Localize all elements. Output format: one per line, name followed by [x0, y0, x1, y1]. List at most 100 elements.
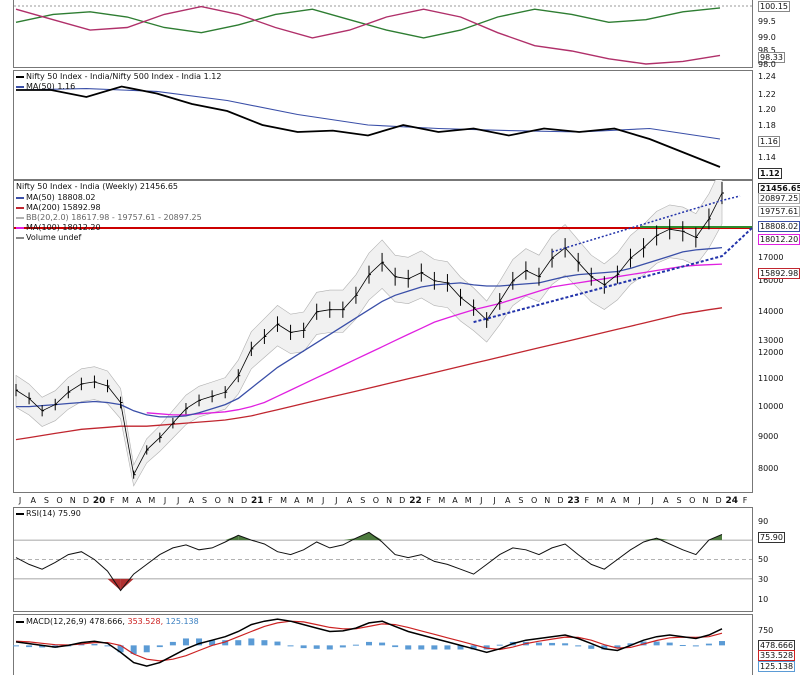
macd-hist-value: 125.138: [165, 617, 199, 626]
ma200-line: [15, 307, 723, 441]
price-chart: [14, 180, 753, 487]
macd-histogram-bar: [143, 645, 150, 653]
ma50-value: 18808.02: [758, 221, 800, 232]
x-axis-label: 22: [409, 496, 422, 506]
macd-histogram-bar: [235, 640, 242, 646]
macd-chart: [13, 618, 725, 667]
legend-ma200: MA(200) 15892.98: [16, 203, 101, 212]
macd-histogram-bar: [78, 643, 85, 646]
rsi-panel: RSI(14) 75.90 90 75.90 50 30 10: [0, 507, 800, 612]
rsi-tick: 10: [758, 595, 769, 604]
bb-mid-value: 19757.61: [758, 206, 800, 217]
legend-volume-text: Volume undef: [26, 233, 82, 242]
rsi-last-value: 75.90: [758, 532, 785, 543]
rsi-legend: RSI(14) 75.90: [16, 509, 81, 518]
x-axis-label: S: [360, 496, 365, 505]
ratio-legend: Nifty 50 Index - India/Nifty 500 Index -…: [16, 72, 221, 81]
macd-histogram-bar: [653, 641, 660, 646]
x-axis: J A S O N D 20 F M A M J J A S O N D 21 F M A M J J A S O N D 22 F M A M J J…: [0, 493, 800, 507]
x-axis-label: F: [743, 496, 748, 505]
macd-legend: MACD(12,26,9) 478.666, 353.528, 125.138: [16, 617, 199, 626]
macd-histogram-bar: [496, 644, 503, 646]
macd-histogram-bar: [117, 645, 124, 653]
x-axis-label: A: [294, 496, 300, 505]
x-axis-label: M: [597, 496, 604, 505]
bollinger-band: [15, 180, 723, 487]
rsi-tick: 30: [758, 575, 769, 584]
ratio-ma-value: 1.16: [758, 136, 780, 147]
macd-panel: MACD(12,26,9) 478.666, 353.528, 125.138 …: [0, 614, 800, 675]
macd-histogram-bar: [13, 645, 19, 647]
ratio-line: [16, 85, 721, 168]
rsi-chart: [14, 531, 752, 592]
macd-histogram-bar: [549, 642, 556, 646]
ratio-chart: [15, 85, 721, 168]
rsi-legend-text: RSI(14) 75.90: [26, 509, 81, 518]
ratio-last-value: 1.12: [758, 168, 782, 179]
macd-histogram-bar: [366, 641, 372, 646]
x-axis-label: M: [148, 496, 155, 505]
x-axis-label: N: [702, 496, 708, 505]
macd-histogram-bar: [339, 645, 346, 648]
macd-histogram-bar: [39, 645, 46, 648]
legend-ma50: MA(50) 18808.02: [16, 193, 96, 202]
macd-value: 478.666,: [89, 617, 125, 626]
x-axis-label: M: [438, 496, 445, 505]
macd-histogram-bar: [562, 643, 569, 646]
macd-histogram-bar: [104, 645, 111, 647]
price-tick: 14000: [758, 307, 784, 316]
price-tick: 9000: [758, 432, 779, 441]
rsi-overbought-fill: [238, 535, 252, 541]
top-series-green-line: [15, 7, 721, 39]
macd-histogram-bar: [274, 641, 281, 646]
macd-histogram-bar: [483, 645, 490, 650]
x-axis-label: J: [18, 496, 21, 505]
x-axis-label: A: [663, 496, 669, 505]
x-axis-label: A: [452, 496, 458, 505]
x-axis-label: N: [386, 496, 392, 505]
macd-histogram-bar: [666, 642, 673, 646]
x-axis-label: A: [505, 496, 511, 505]
macd-histogram-bar: [379, 642, 386, 646]
x-axis-label: J: [334, 496, 337, 505]
ma100-line: [146, 263, 723, 416]
macd-histogram-bar: [692, 645, 699, 647]
x-axis-label: J: [479, 496, 482, 505]
x-axis-label: J: [492, 496, 495, 505]
top-value-label: 98.33: [758, 52, 785, 63]
macd-histogram-bar: [352, 644, 359, 646]
ratio-ma-legend: MA(50) 1.16: [16, 82, 75, 91]
legend-volume: Volume undef: [16, 233, 81, 242]
x-axis-label: O: [56, 496, 62, 505]
x-axis-label: D: [716, 496, 722, 505]
x-axis-label: N: [544, 496, 550, 505]
x-axis-label: A: [30, 496, 36, 505]
x-axis-label: 20: [93, 496, 106, 506]
macd-histogram-bar: [444, 645, 451, 650]
x-axis-label: M: [307, 496, 314, 505]
x-axis-label: D: [241, 496, 247, 505]
top-oscillator-panel: 100.15 99.5 99.0 98.5 98.33 98.0: [0, 0, 800, 69]
x-axis-label: M: [122, 496, 129, 505]
top-tick-label: 98.0: [758, 60, 776, 69]
macd-histogram-bar: [222, 640, 229, 646]
x-axis-label: J: [163, 496, 166, 505]
legend-ma100: MA(100) 18012.20: [16, 223, 101, 232]
macd-histogram-bar: [470, 645, 477, 650]
top-plot-frame: [13, 0, 753, 68]
legend-ma200-text: MA(200) 15892.98: [26, 203, 101, 212]
macd-histogram-bar: [182, 638, 189, 646]
rsi-tick: 90: [758, 517, 769, 526]
x-axis-label: J: [321, 496, 324, 505]
macd-histogram-bar: [431, 645, 438, 650]
x-axis-label: M: [623, 496, 630, 505]
ma100-value: 18012.20: [758, 234, 800, 245]
legend-bb: BB(20,2.0) 18617.98 - 19757.61 - 20897.2…: [16, 213, 202, 222]
macd-histogram-bar: [209, 640, 216, 646]
ratio-tick: 1.24: [758, 72, 776, 81]
top-series-magenta-line: [15, 5, 721, 65]
top-tick-label: 99.0: [758, 33, 776, 42]
x-axis-label: N: [228, 496, 234, 505]
macd-histogram-bar: [457, 645, 464, 650]
macd-hist-last: 125.138: [758, 661, 796, 672]
